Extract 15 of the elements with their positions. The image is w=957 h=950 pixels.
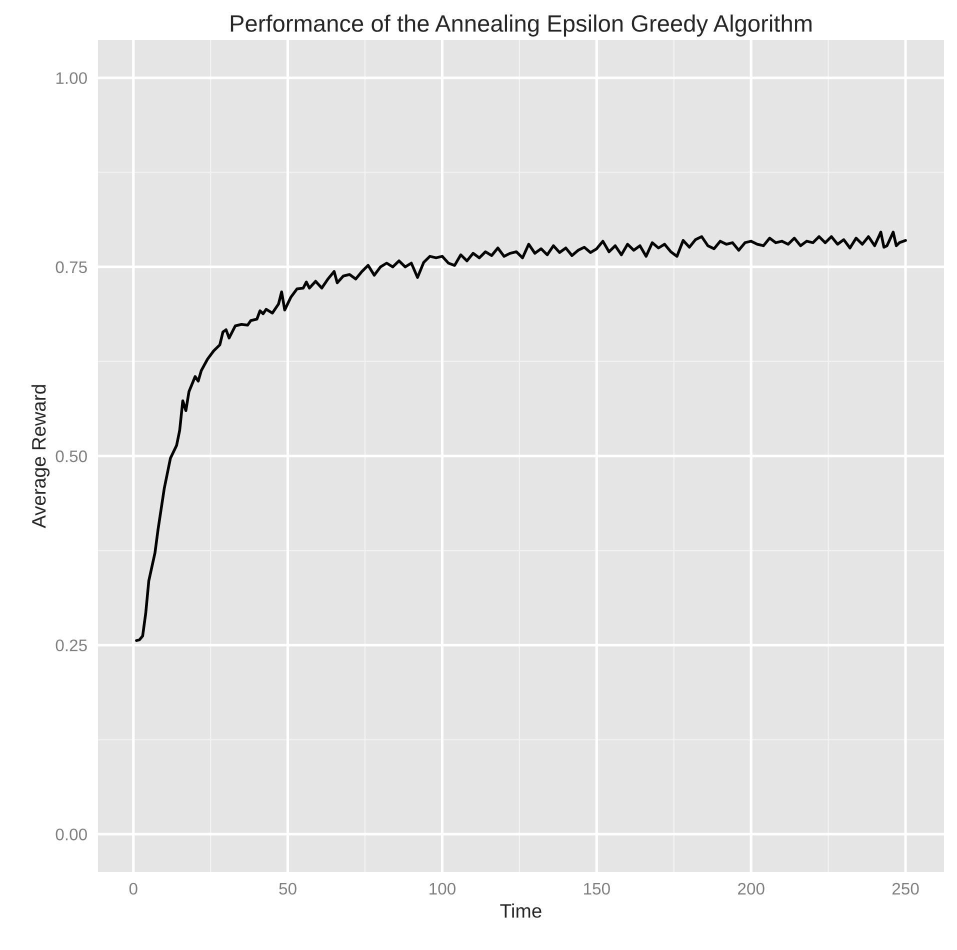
x-tick-label: 150 bbox=[584, 882, 610, 895]
line-series bbox=[135, 230, 907, 642]
chart-title: Performance of the Annealing Epsilon Greedy Algorithm bbox=[230, 14, 812, 37]
y-axis-title: Average Reward bbox=[31, 385, 50, 528]
x-tick-label: 200 bbox=[738, 882, 764, 895]
y-tick-label: 1.00 bbox=[56, 72, 87, 84]
y-tick-label: 0.75 bbox=[56, 261, 87, 274]
y-tick-label: 0.25 bbox=[56, 639, 87, 652]
y-tick-label: 0.50 bbox=[56, 450, 87, 462]
x-tick-label: 100 bbox=[430, 882, 456, 895]
x-axis-title: Time bbox=[500, 904, 542, 918]
x-tick-label: 250 bbox=[892, 882, 919, 895]
y-tick-label: 0.00 bbox=[56, 828, 87, 840]
x-tick-label: 0 bbox=[129, 882, 138, 895]
x-tick-label: 50 bbox=[279, 882, 296, 895]
